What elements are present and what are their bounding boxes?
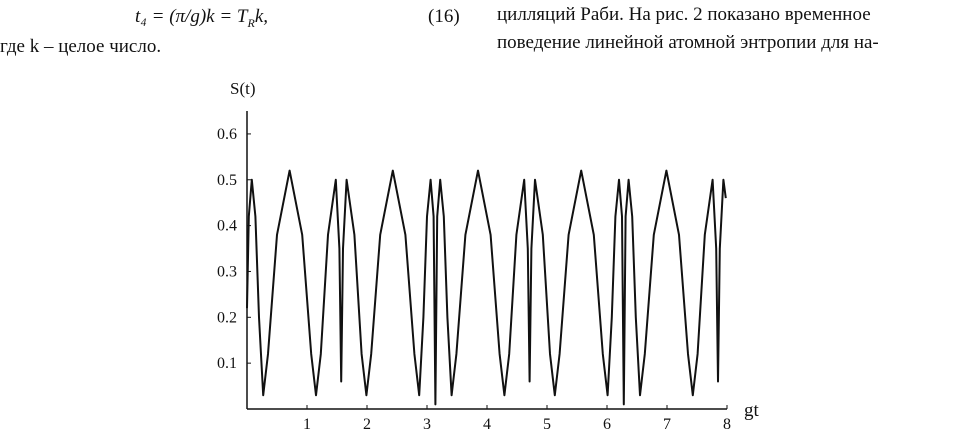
x-tick-label: 4 — [483, 416, 491, 432]
y-tick-label: 0.2 — [217, 309, 237, 326]
y-tick-label: 0.4 — [217, 218, 237, 235]
x-tick-label: 1 — [303, 416, 311, 432]
y-tick-label: 0.5 — [217, 172, 237, 189]
y-tick-label: 0.3 — [217, 263, 237, 280]
x-tick-label: 3 — [423, 416, 431, 432]
x-tick-label: 5 — [543, 416, 551, 432]
x-tick-label: 6 — [603, 416, 611, 432]
paragraph-line: цилляций Раби. На рис. 2 показано времен… — [497, 4, 871, 25]
equation-subscript: R — [247, 15, 255, 30]
y-tick-label: 0.6 — [217, 126, 237, 143]
x-axis-label: gt — [744, 400, 760, 421]
paragraph-line: где k – целое число. — [0, 36, 162, 57]
x-tick-label: 2 — [363, 416, 371, 432]
y-axis-label: S(t) — [230, 79, 256, 98]
equation-rest: k, — [254, 6, 269, 27]
equation-number: (16) — [428, 6, 460, 27]
equation: t₄ = (π/g)k = TRk, — [135, 6, 268, 31]
equation-lhs: t₄ = (π/g)k = T — [135, 6, 248, 27]
paragraph-line: поведение линейной атомной энтропии для … — [497, 32, 879, 53]
y-tick-label: 0.1 — [217, 355, 237, 372]
x-tick-label: 7 — [663, 416, 671, 432]
x-tick-label: 8 — [723, 416, 731, 432]
data-line — [246, 169, 727, 406]
